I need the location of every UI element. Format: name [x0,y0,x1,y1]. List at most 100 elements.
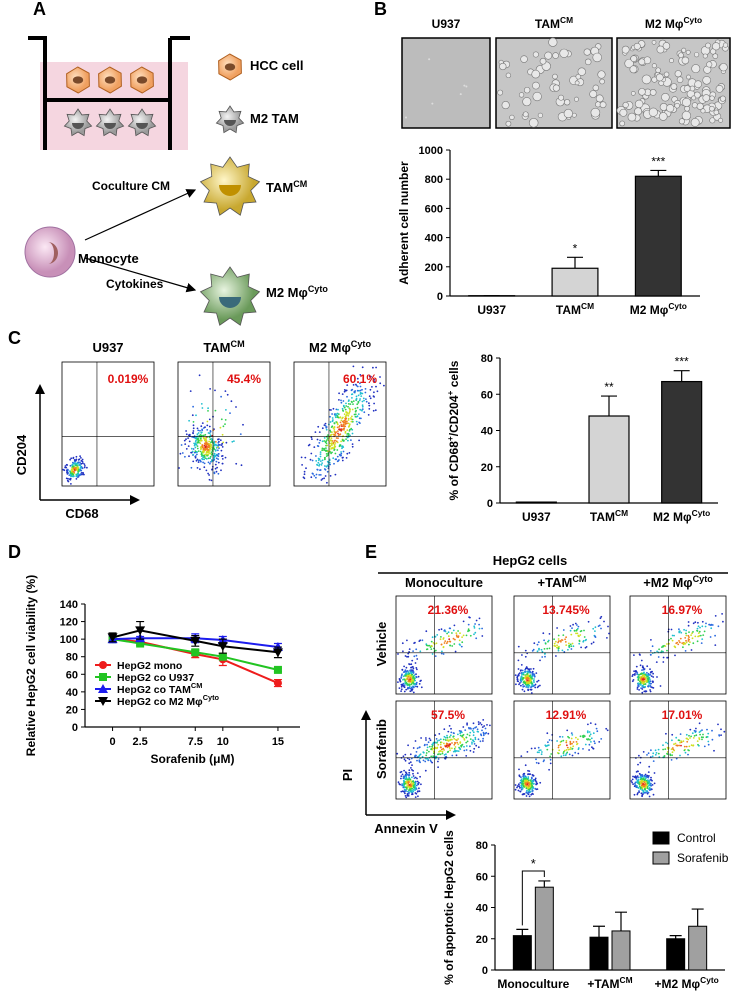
flow-event [482,719,484,721]
flow-event [77,461,79,463]
flow-event [648,785,650,787]
flow-event [664,748,666,750]
legend-label: HepG2 co M2 MφCyto [117,693,220,708]
flow-event [331,452,333,454]
flow-event [438,758,440,760]
flow-event [534,687,536,689]
flow-event [70,465,72,467]
flow-event [218,462,220,464]
flow-event [327,471,329,473]
flow-event [428,741,430,743]
flow-event [201,444,203,446]
flow-event [672,747,674,749]
flow-event [652,680,654,682]
flow-event [79,464,81,466]
flow-event [413,775,415,777]
flow-event [220,427,222,429]
flow-event [455,651,457,653]
flow-event [715,615,717,617]
y-axis-title-part: Relative HepG2 cell viability (%) [24,575,38,756]
flow-event [225,409,227,411]
flow-event [645,790,647,792]
legend-swatch [653,852,669,864]
significance: *** [651,154,665,168]
flow-event [79,455,81,457]
flow-event [557,752,559,754]
flow-event [400,681,402,683]
flow-event [206,429,208,431]
flow-event [687,635,689,637]
flow-event [316,464,318,466]
flow-event [406,682,408,684]
flow-event [402,787,404,789]
flow-event [537,751,539,753]
micrograph-cell [692,96,696,100]
flow-event [519,787,521,789]
flow-event [522,689,524,691]
x-tick-label-part: Cyto [700,975,719,985]
flow-event [529,682,531,684]
flow-event [80,457,82,459]
flow-event [637,771,639,773]
flow-event [487,733,489,735]
flow-event [482,740,484,742]
flow-event [416,785,418,787]
flow-event [337,413,339,415]
flow-event [646,680,648,682]
flow-event [520,670,522,672]
flow-event [572,624,574,626]
flow-event [370,397,372,399]
flow-event [415,796,417,798]
flow-event [642,779,644,781]
flow-event [478,624,480,626]
flow-event [185,430,187,432]
flow-event [541,751,543,753]
flow-event [447,641,449,643]
flow-event [416,751,418,753]
flow-event [571,743,573,745]
flow-event [679,642,681,644]
flow-event [208,445,210,447]
flow-event [706,729,708,731]
flow-event [215,468,217,470]
flow-event [73,467,75,469]
flow-event [204,448,206,450]
flow-event [535,784,537,786]
flow-event [320,474,322,476]
y-axis-title: % of apoptotic HepG2 cells [442,830,456,985]
flow-title: M2 MφCyto [309,339,371,355]
flow-event [456,750,458,752]
flow-event [354,391,356,393]
flow-event [654,783,656,785]
flow-event [521,778,523,780]
legend-label-part: HepG2 co U937 [117,672,194,684]
flow-event [473,748,475,750]
flow-event [544,744,546,746]
flow-event [521,680,523,682]
flow-event [348,433,350,435]
flow-event [323,448,325,450]
flow-event [343,440,345,442]
y-axis-title-part: Adherent cell number [397,161,411,285]
flow-event [70,474,72,476]
flow-event [445,746,447,748]
flow-event [678,745,680,747]
flow-title-part: U937 [92,340,123,355]
flow-event [336,437,338,439]
flow-event [462,744,464,746]
flow-event [409,684,411,686]
flow-event [680,733,682,735]
flow-event [396,753,398,755]
flow-event [521,664,523,666]
flow-event [221,444,223,446]
flow-event [414,783,416,785]
flow-event [642,685,644,687]
flow-event [419,650,421,652]
flow-event [340,441,342,443]
flow-event [579,634,581,636]
flow-event [527,751,529,753]
flow-event [413,787,415,789]
flow-event [362,408,364,410]
flow-event [430,748,432,750]
